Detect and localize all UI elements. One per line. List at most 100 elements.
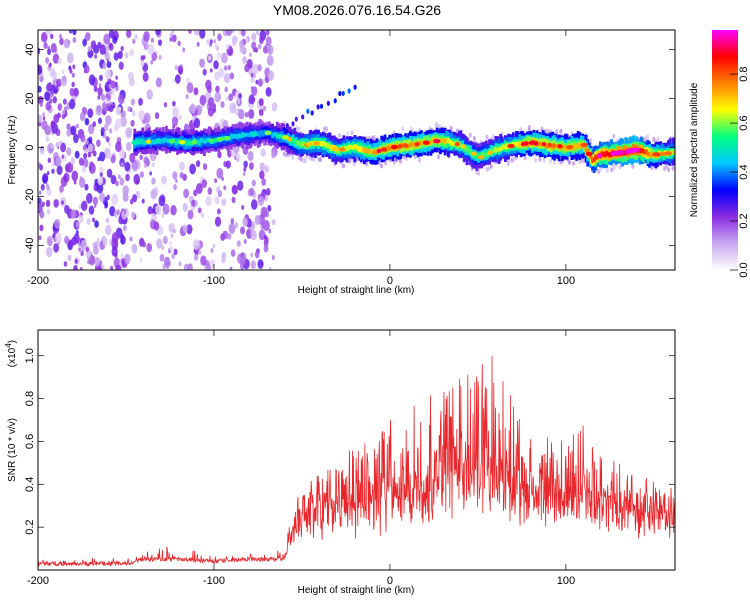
spectrogram-cell: [537, 142, 541, 147]
spectrogram-cell: [88, 74, 96, 86]
spectrogram-cell: [559, 128, 563, 134]
spectrogram-cell: [225, 160, 231, 169]
spectrogram-cell: [223, 72, 231, 84]
spectrogram-cell: [248, 94, 255, 105]
snr-y-tick-label: 0.4: [24, 477, 36, 492]
spectrogram-cell: [221, 176, 224, 181]
spectrogram-cell: [193, 87, 199, 96]
spectrogram-cell: [115, 118, 122, 129]
spectrogram-cell: [209, 259, 216, 269]
colorbar-tick-label: 0.4: [738, 164, 750, 179]
spectrogram-cell: [332, 147, 340, 152]
spectrogram-cell: [390, 144, 398, 150]
spectrogram-cell: [237, 99, 241, 104]
spectrogram-cell: [337, 148, 341, 154]
spectrogram-cell: [654, 152, 661, 157]
spectrogram-cell: [45, 57, 50, 64]
spectrogram-cell: [265, 86, 272, 97]
spectrogram-cell: [59, 33, 62, 39]
spectrogram-cell: [151, 161, 155, 168]
spectrogram-cell: [94, 220, 99, 228]
spectrogram-cell: [618, 150, 624, 155]
colorbar-tick-label: 0.8: [738, 66, 750, 81]
spectrogram-cell: [111, 89, 115, 95]
spectrogram-cell: [298, 141, 301, 146]
spectrogram-cell: [46, 246, 53, 258]
spectrogram-cell: [198, 140, 202, 146]
spectrogram-cell: [53, 243, 60, 253]
spectrogram-cell: [376, 148, 382, 154]
spectrogram-cell: [105, 217, 110, 224]
spectrogram-cell: [208, 55, 212, 61]
spectrogram-cell: [648, 152, 651, 157]
spectrogram-cell: [45, 136, 50, 142]
spectrogram-cell: [259, 162, 265, 172]
spectrogram-cell: [98, 83, 102, 88]
spectrogram-cell: [149, 171, 152, 176]
spectrogram-cell: [106, 168, 113, 178]
spectrogram-cell: [326, 100, 330, 106]
spectrogram-cell: [612, 165, 616, 171]
spectrogram-cell: [60, 75, 68, 87]
spectrogram-cell: [260, 206, 268, 218]
spectrogram-cell: [39, 210, 45, 219]
spectrogram-cell: [238, 93, 242, 99]
spectrogram-cell: [38, 95, 44, 105]
spectrogram-cell: [250, 252, 254, 258]
spectrogram-cell: [256, 130, 260, 137]
spectrogram-cell: [162, 264, 166, 270]
spectrogram-cell: [414, 141, 420, 147]
spectrogram-cell: [81, 165, 86, 173]
spectrogram-cell: [567, 159, 571, 165]
spectrogram-cell: [545, 143, 548, 149]
spectrogram-cell: [56, 165, 63, 176]
spectrogram-cell: [115, 141, 122, 153]
spectrogram-cell: [498, 146, 503, 152]
spectrogram-cell: [350, 145, 354, 150]
spectrogram-cell: [230, 249, 236, 257]
spectrogram-cell: [39, 102, 43, 108]
spectrogram-cell: [94, 178, 99, 186]
spectrogram-cell: [46, 235, 53, 246]
spectrogram-cell: [439, 138, 442, 143]
spectrogram-cell: [161, 175, 167, 185]
spectrogram-cell: [291, 154, 295, 160]
spectrogram-cell: [236, 240, 241, 247]
spectrogram-cell: [221, 198, 227, 206]
spectrogram-cell: [248, 108, 255, 120]
spectrogram-cell: [42, 112, 45, 117]
spectrogram-cell: [228, 222, 236, 235]
spectrogram-cell: [641, 148, 645, 154]
spectrogram-cell: [250, 132, 258, 137]
spectrogram-cell: [205, 195, 212, 207]
spectrogram-cell: [87, 143, 94, 153]
spectrogram-cell: [341, 90, 345, 97]
spectrogram-cell: [124, 253, 131, 265]
spectrogram-cell: [217, 151, 222, 159]
spectrogram-cell: [370, 149, 374, 154]
spectrogram-cell: [100, 131, 104, 137]
spectrogram-cell: [313, 141, 321, 146]
spectrogram-cell: [258, 229, 266, 241]
spectrogram-cell: [206, 135, 210, 147]
spectrogram-cell: [47, 157, 52, 164]
spectrogram-cell: [153, 221, 160, 231]
spectrogram-cell: [196, 183, 203, 195]
spectrogram-cell: [477, 155, 485, 160]
spectrogram-cell: [115, 180, 119, 187]
spectrogram-cell: [516, 139, 520, 148]
spectrogram-cell: [99, 172, 103, 178]
spectrogram-cell: [172, 100, 176, 107]
spectrogram-cell: [108, 42, 114, 51]
spectrogram-cell: [652, 136, 656, 142]
spectrogram-cell: [464, 146, 468, 152]
spectrogram-cell: [547, 142, 552, 148]
spectrogram-cell: [572, 142, 575, 154]
snr-line: [38, 355, 675, 568]
spectrogram-cell: [120, 45, 124, 52]
spectrogram-cell: [177, 65, 184, 74]
spectrogram-cell: [111, 246, 118, 257]
spectrogram-cell: [260, 129, 263, 135]
spectrogram-cell: [347, 88, 351, 94]
spectrogram-cell: [562, 144, 568, 150]
